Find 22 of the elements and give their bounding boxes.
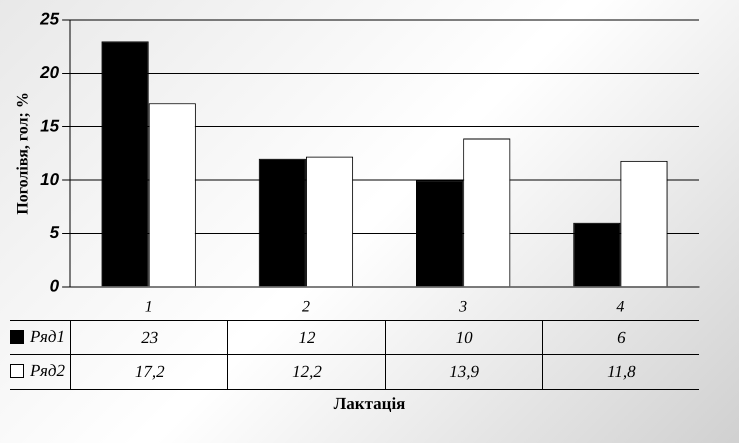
x-tick-label: 4 — [616, 298, 624, 316]
data-label: 12,2 — [227, 355, 386, 389]
y-tick-label: 5 — [50, 223, 60, 242]
data-label: 11,8 — [542, 355, 700, 389]
x-tick-label: 1 — [144, 298, 153, 316]
y-tick-label: 10 — [40, 170, 60, 189]
data-label: 13,9 — [384, 355, 543, 389]
data-label: 10 — [384, 321, 543, 355]
x-tick-label: 3 — [458, 298, 468, 316]
y-tick-label: 0 — [50, 276, 60, 296]
y-tick-label: 25 — [39, 10, 60, 29]
y-tick-label: 20 — [39, 63, 60, 82]
x-tick-label: 2 — [302, 298, 310, 316]
data-label: 17,2 — [70, 355, 228, 389]
y-tick-label: 15 — [40, 116, 60, 136]
data-label: 23 — [70, 321, 228, 355]
legend-label: Ряд2 — [30, 361, 65, 381]
legend-label: Ряд1 — [30, 327, 65, 347]
data-label: 6 — [542, 321, 700, 355]
y-axis-title: Поголівя, гол; % — [14, 92, 32, 215]
x-axis-title: Лактація — [332, 394, 406, 414]
data-label: 12 — [227, 321, 386, 355]
